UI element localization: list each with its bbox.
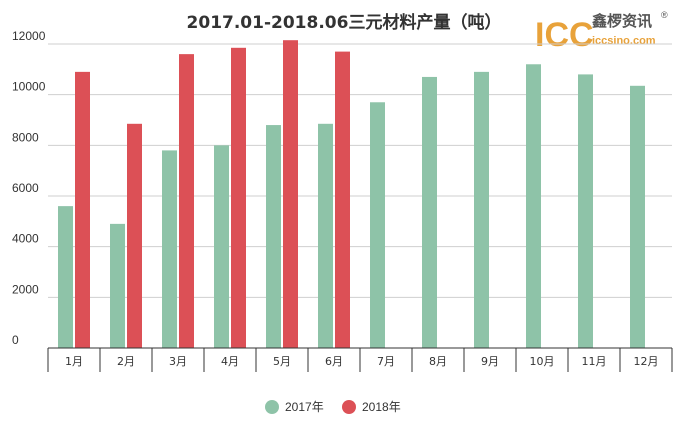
x-tick-label: 6月 <box>325 355 343 368</box>
legend-label: 2017年 <box>285 400 324 414</box>
bar-2017-5 <box>266 125 281 348</box>
x-tick-label: 10月 <box>530 355 555 368</box>
bar-2017-7 <box>370 102 385 349</box>
bar-2018-6 <box>335 51 350 348</box>
gridlines <box>48 43 672 298</box>
y-tick-label: 0 <box>12 333 19 347</box>
x-tick-label: 7月 <box>377 355 395 368</box>
x-tick-label: 2月 <box>117 355 135 368</box>
chart-title: 2017.01-2018.06三元材料产量（吨） <box>187 12 502 33</box>
legend-marker-2018 <box>342 400 356 414</box>
bar-2017-10 <box>526 64 541 349</box>
x-tick-label: 5月 <box>273 355 291 368</box>
x-tick-label: 12月 <box>634 355 659 368</box>
y-axis-ticks: 0 2000 4000 6000 8000 10000 12000 <box>12 29 46 347</box>
legend-marker-2017 <box>265 400 279 414</box>
bar-2017-4 <box>214 145 229 348</box>
bar-2017-1 <box>58 206 73 348</box>
bar-2017-6 <box>318 123 333 348</box>
x-axis: 1月 2月 3月 4月 5月 6月 7月 8月 9月 10月 11月 12月 <box>47 347 673 372</box>
bar-2017-3 <box>162 150 177 348</box>
logo-registered-mark: ® <box>661 10 668 20</box>
bar-2017-9 <box>474 71 489 348</box>
y-tick-label: 4000 <box>12 232 39 246</box>
x-tick-label: 4月 <box>221 355 239 368</box>
x-tick-label: 9月 <box>481 355 499 368</box>
legend: 2017年 2018年 <box>265 400 401 414</box>
bar-2017-2 <box>110 223 125 348</box>
y-tick-label: 6000 <box>12 181 39 195</box>
x-tick-label: 3月 <box>169 355 187 368</box>
y-tick-label: 8000 <box>12 130 39 144</box>
bar-2017-12 <box>630 85 645 349</box>
bar-2018-4 <box>231 47 246 349</box>
bars <box>58 40 645 349</box>
x-tick-label: 1月 <box>65 355 83 368</box>
bar-2017-11 <box>578 74 593 349</box>
icc-logo: ICC 鑫椤资讯 iccsino.com ® <box>535 10 668 54</box>
bar-2018-5 <box>283 40 298 348</box>
logo-name: 鑫椤资讯 <box>591 12 652 30</box>
bar-2017-8 <box>422 76 437 348</box>
legend-label: 2018年 <box>362 400 401 414</box>
bar-2018-3 <box>179 54 194 349</box>
logo-url: iccsino.com <box>592 35 656 47</box>
y-tick-label: 10000 <box>12 80 46 94</box>
x-tick-label: 8月 <box>429 355 447 368</box>
logo-mark: ICC <box>535 16 594 54</box>
x-tick-label: 11月 <box>582 355 607 368</box>
bar-2018-2 <box>127 123 142 348</box>
y-tick-label: 2000 <box>12 282 39 296</box>
y-tick-label: 12000 <box>12 29 46 43</box>
bar-2018-1 <box>75 71 90 348</box>
